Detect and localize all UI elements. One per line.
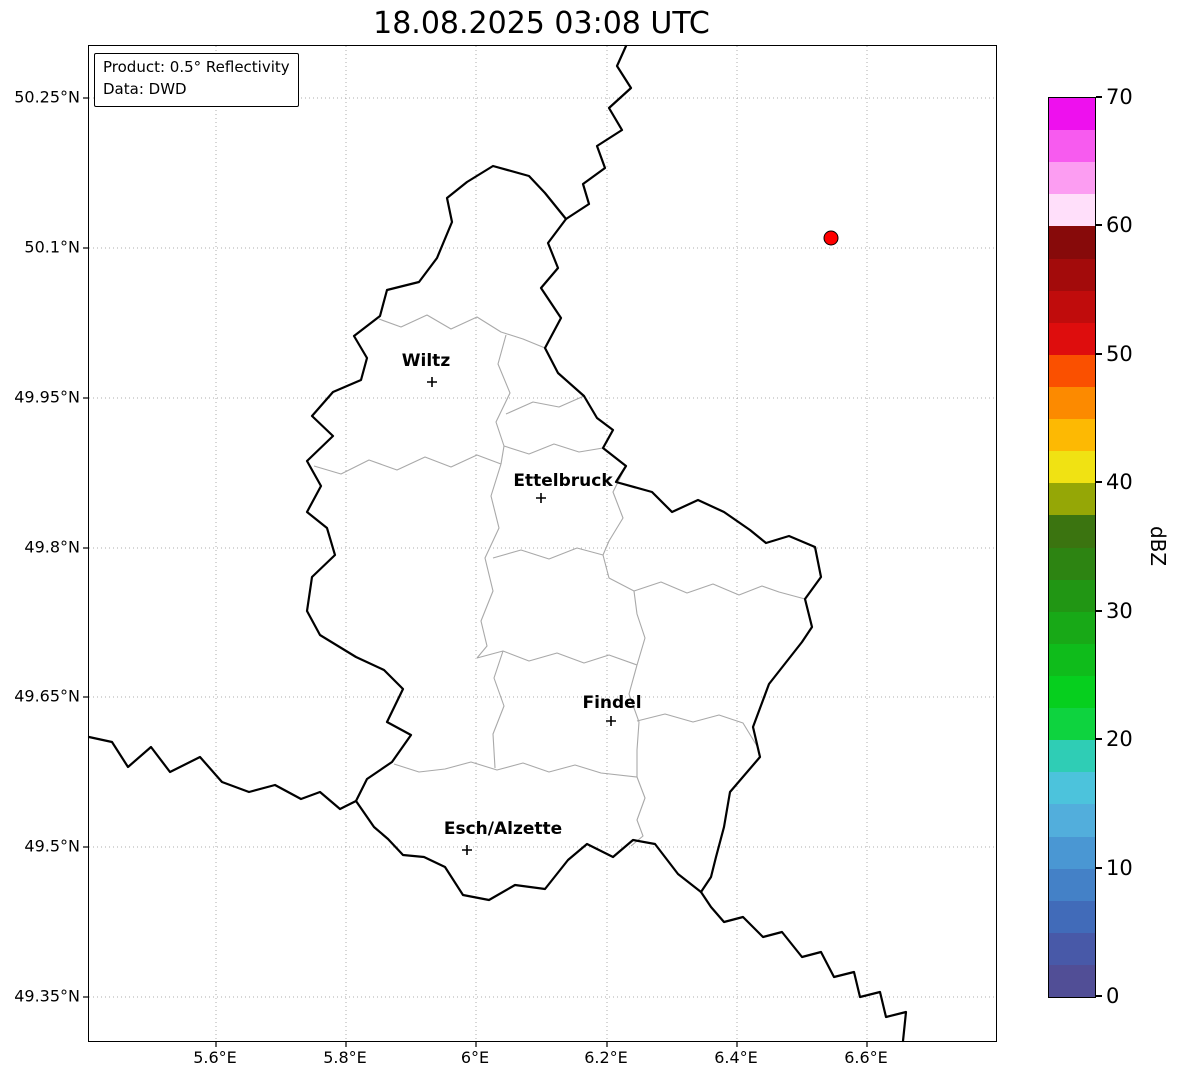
canton-border [630,776,646,847]
x-tick-label: 6.6°E [844,1048,888,1067]
x-tick-label: 5.8°E [323,1048,367,1067]
city-layer: Wiltz Ettelbruck Findel Esch/Alzette [402,351,642,855]
colorbar-tick-label: 70 [1106,85,1133,109]
luxembourg-outline [305,164,823,902]
colorbar-tick-label: 0 [1106,984,1120,1008]
y-tick-label: 49.5°N [24,836,80,856]
colorbar-tick-mark [1096,866,1102,869]
colorbar-segment [1049,804,1095,837]
city-label: Wiltz [402,351,451,371]
city-marker [536,493,546,503]
x-tick-label: 6.2°E [584,1048,628,1067]
colorbar-tick-mark [1096,96,1102,98]
colorbar-tick-mark [1096,224,1102,227]
y-tick-label: 49.35°N [14,986,80,1006]
canton-border [495,334,511,465]
colorbar-segment [1049,419,1095,452]
national-borders [87,44,908,1043]
colorbar-segment [1049,579,1095,612]
canton-border [636,713,758,747]
colorbar-segment [1049,708,1095,741]
plot-title: 18.08.2025 03:08 UTC [373,6,710,41]
radar-detection-dot [823,230,839,246]
france-belgium-border [87,735,358,811]
map-canvas: Wiltz Ettelbruck Findel Esch/Alzette [83,44,996,1047]
canton-border [503,443,604,455]
colorbar-segment [1049,643,1095,676]
canton-border [393,761,638,778]
colorbar-segment [1049,194,1095,227]
colorbar-segment [1049,611,1095,644]
colorbar-segment [1049,354,1095,387]
city-label: Findel [582,693,641,713]
colorbar-segment [1049,868,1095,901]
colorbar-segment [1049,130,1095,163]
colorbar-segment [1049,932,1095,965]
city-label: Ettelbruck [513,471,613,491]
colorbar-segment [1049,547,1095,580]
canton-border [476,463,502,659]
colorbar-segment [1049,290,1095,323]
colorbar-tick-label: 50 [1106,341,1133,366]
product-info-line: Product: 0.5° Reflectivity [103,58,290,76]
product-info-box: Product: 0.5° Reflectivity Data: DWD [94,53,299,107]
colorbar-segment [1049,386,1095,420]
grid-layer [89,46,996,1041]
colorbar-segment [1049,900,1095,933]
canton-border [602,554,806,600]
canton-border [505,395,585,415]
canton-border [633,590,646,666]
city-label: Esch/Alzette [444,819,562,839]
colorbar-tick-label: 60 [1106,213,1133,238]
colorbar-segment [1049,322,1095,355]
x-tick-label: 6.4°E [714,1048,758,1067]
colorbar-segment [1049,98,1095,131]
colorbar-tick-mark [1096,738,1102,741]
canton-borders [313,314,806,847]
x-tick-label: 5.6°E [193,1048,237,1067]
canton-border [628,664,640,777]
colorbar-segment [1049,964,1095,998]
y-tick-label: 49.95°N [14,387,80,407]
colorbar-segment [1049,772,1095,805]
colorbar-segment [1049,258,1095,291]
france-germany-border [699,890,908,1043]
colorbar-tick-label: 30 [1106,598,1133,623]
colorbar-tick-label: 10 [1106,855,1133,880]
colorbar-segment [1049,740,1095,773]
colorbar-segment [1049,836,1095,869]
colorbar [1048,97,1096,998]
y-tick-label: 49.8°N [24,537,80,557]
x-tick-label: 6°E [460,1048,490,1067]
city-marker [462,845,472,855]
plot-area: Wiltz Ettelbruck Findel Esch/Alzette Produc… [83,44,997,1047]
axis-ticks [83,97,868,1047]
colorbar-tick-mark [1096,609,1102,612]
canton-border [492,547,604,560]
city-marker [606,716,616,726]
colorbar-segment [1049,483,1095,516]
colorbar-segment [1049,451,1095,484]
y-tick-label: 50.25°N [14,87,80,107]
colorbar-segment [1049,675,1095,709]
canton-border [492,650,505,769]
colorbar-tick-label: 40 [1106,470,1133,495]
colorbar-segment [1049,515,1095,548]
colorbar-tick-label: 20 [1106,727,1133,752]
canton-border [313,454,502,475]
data-source-line: Data: DWD [103,79,187,98]
colorbar-unit-label: dBZ [1146,525,1170,567]
canton-border [378,314,546,349]
colorbar-tick-mark [1096,481,1102,484]
y-tick-label: 50.1°N [24,237,80,257]
colorbar-segment [1049,162,1095,195]
y-tick-label: 49.65°N [14,686,80,706]
city-marker [427,377,437,387]
colorbar-tick-mark [1096,995,1102,997]
colorbar-tick-mark [1096,352,1102,355]
belgium-germany-border [564,44,633,221]
colorbar-segment [1049,226,1095,259]
